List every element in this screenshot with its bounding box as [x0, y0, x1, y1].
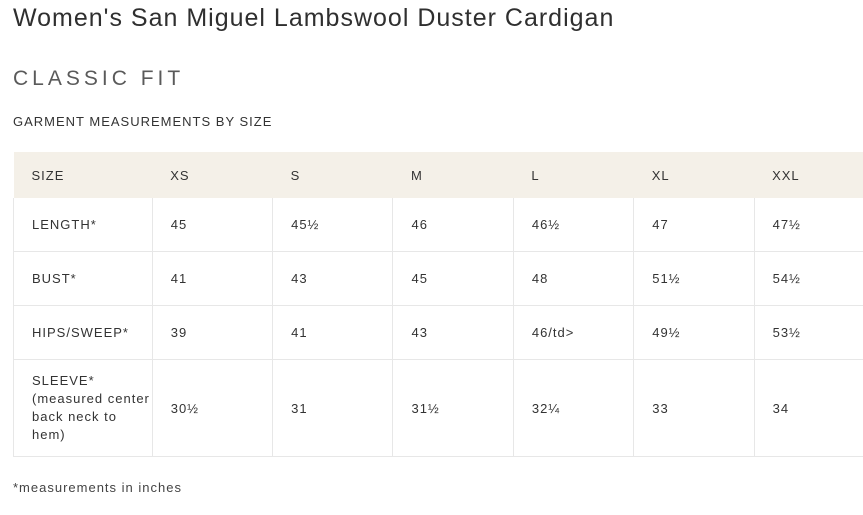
size-chart-table: SIZE XS S M L XL XXL LENGTH* 45 45½ 46 4…: [13, 152, 863, 457]
column-header-xs: XS: [170, 167, 190, 183]
table-row-sleeve: SLEEVE* (measured center back neck to he…: [13, 359, 863, 457]
row-label-hips-sweep: HIPS/SWEEP*: [13, 305, 153, 360]
table-cell: 31: [272, 359, 394, 457]
table-cell: 33: [633, 359, 755, 457]
table-row-length: LENGTH* 45 45½ 46 46½ 47 47½: [13, 198, 863, 252]
table-row-bust: BUST* 41 43 45 48 51½ 54½: [13, 251, 863, 306]
table-cell: 53½: [754, 305, 863, 360]
table-cell: 51½: [633, 251, 755, 306]
size-chart-heading: GARMENT MEASUREMENTS BY SIZE: [13, 114, 273, 129]
table-cell: 47: [633, 198, 755, 252]
table-cell: 49½: [633, 305, 755, 360]
table-cell: 47½: [754, 198, 863, 252]
table-cell: 41: [272, 305, 394, 360]
size-chart-header-row: SIZE XS S M L XL XXL: [13, 152, 863, 198]
table-cell: 31½: [392, 359, 514, 457]
row-label-sleeve: SLEEVE* (measured center back neck to he…: [13, 359, 153, 457]
column-header-xl: XL: [651, 167, 670, 183]
column-header-l: L: [531, 167, 540, 183]
table-cell: 45: [392, 251, 514, 306]
fit-label: CLASSIC FIT: [13, 67, 185, 90]
column-header-s: S: [290, 167, 301, 183]
table-cell: 54½: [754, 251, 863, 306]
table-cell: 43: [392, 305, 514, 360]
row-label-bust: BUST*: [13, 251, 153, 306]
measurements-footnote: *measurements in inches: [13, 480, 182, 495]
table-cell: 43: [272, 251, 394, 306]
table-cell: 46½: [513, 198, 635, 252]
table-cell: 41: [152, 251, 274, 306]
table-cell: 48: [513, 251, 635, 306]
table-cell: 45½: [272, 198, 394, 252]
table-row-hips-sweep: HIPS/SWEEP* 39 41 43 46/td> 49½ 53½: [13, 305, 863, 360]
product-title: Women's San Miguel Lambswool Duster Card…: [13, 4, 615, 32]
size-chart-table-container: SIZE XS S M L XL XXL LENGTH* 45 45½ 46 4…: [13, 152, 863, 457]
table-cell: 45: [152, 198, 274, 252]
column-header-size: SIZE: [31, 167, 65, 183]
column-header-xxl: XXL: [772, 167, 800, 183]
table-cell: 46/td>: [513, 305, 635, 360]
column-header-m: M: [410, 167, 423, 183]
table-cell: 30½: [152, 359, 274, 457]
table-cell: 32¼: [513, 359, 635, 457]
row-label-length: LENGTH*: [13, 198, 153, 252]
table-cell: 39: [152, 305, 274, 360]
table-cell: 46: [392, 198, 514, 252]
table-cell: 34: [754, 359, 863, 457]
